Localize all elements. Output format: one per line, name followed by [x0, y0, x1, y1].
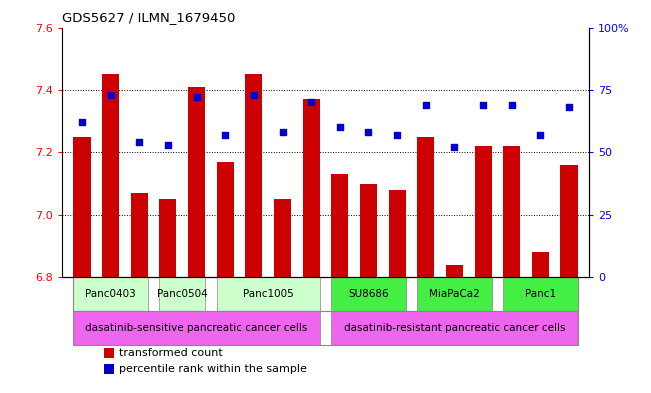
Point — [535, 132, 546, 138]
Bar — [303, 99, 320, 277]
Bar — [274, 199, 291, 277]
Text: MiaPaCa2: MiaPaCa2 — [429, 289, 480, 299]
Bar — [360, 184, 377, 277]
Bar — [331, 277, 406, 311]
Bar — [188, 87, 205, 277]
Point — [449, 144, 460, 151]
Text: Panc0403: Panc0403 — [85, 289, 136, 299]
Text: GDS5627 / ILMN_1679450: GDS5627 / ILMN_1679450 — [62, 11, 235, 24]
Bar — [503, 277, 577, 311]
Text: Panc1005: Panc1005 — [243, 289, 294, 299]
Bar — [331, 311, 577, 345]
Bar — [389, 190, 406, 277]
Bar — [532, 252, 549, 277]
Text: SU8686: SU8686 — [348, 289, 389, 299]
Bar — [159, 277, 205, 311]
Point — [421, 102, 431, 108]
Text: percentile rank within the sample: percentile rank within the sample — [118, 364, 307, 374]
Point — [506, 102, 517, 108]
Point — [134, 139, 145, 145]
Point — [105, 92, 116, 98]
Point — [392, 132, 402, 138]
Point — [220, 132, 230, 138]
Point — [363, 129, 374, 136]
Point — [564, 104, 574, 110]
Bar — [102, 74, 119, 277]
Bar — [217, 277, 320, 311]
Bar — [74, 277, 148, 311]
Bar — [104, 348, 113, 358]
Bar — [417, 277, 492, 311]
Point — [277, 129, 288, 136]
Text: Panc0504: Panc0504 — [157, 289, 208, 299]
Bar — [561, 165, 577, 277]
Bar — [475, 146, 492, 277]
Point — [77, 119, 87, 126]
Point — [306, 99, 316, 106]
Bar — [245, 74, 262, 277]
Bar — [503, 146, 520, 277]
Text: dasatinib-sensitive pancreatic cancer cells: dasatinib-sensitive pancreatic cancer ce… — [85, 323, 308, 333]
Text: dasatinib-resistant pancreatic cancer cells: dasatinib-resistant pancreatic cancer ce… — [344, 323, 565, 333]
Bar — [417, 137, 434, 277]
Bar — [446, 265, 463, 277]
Point — [163, 142, 173, 148]
Bar — [131, 193, 148, 277]
Text: transformed count: transformed count — [118, 348, 223, 358]
Bar — [217, 162, 234, 277]
Bar — [159, 199, 176, 277]
Point — [249, 92, 259, 98]
Point — [191, 94, 202, 101]
Bar — [104, 364, 113, 374]
Point — [478, 102, 488, 108]
Bar — [331, 174, 348, 277]
Bar — [74, 311, 320, 345]
Point — [335, 124, 345, 130]
Bar — [74, 137, 90, 277]
Text: Panc1: Panc1 — [525, 289, 556, 299]
